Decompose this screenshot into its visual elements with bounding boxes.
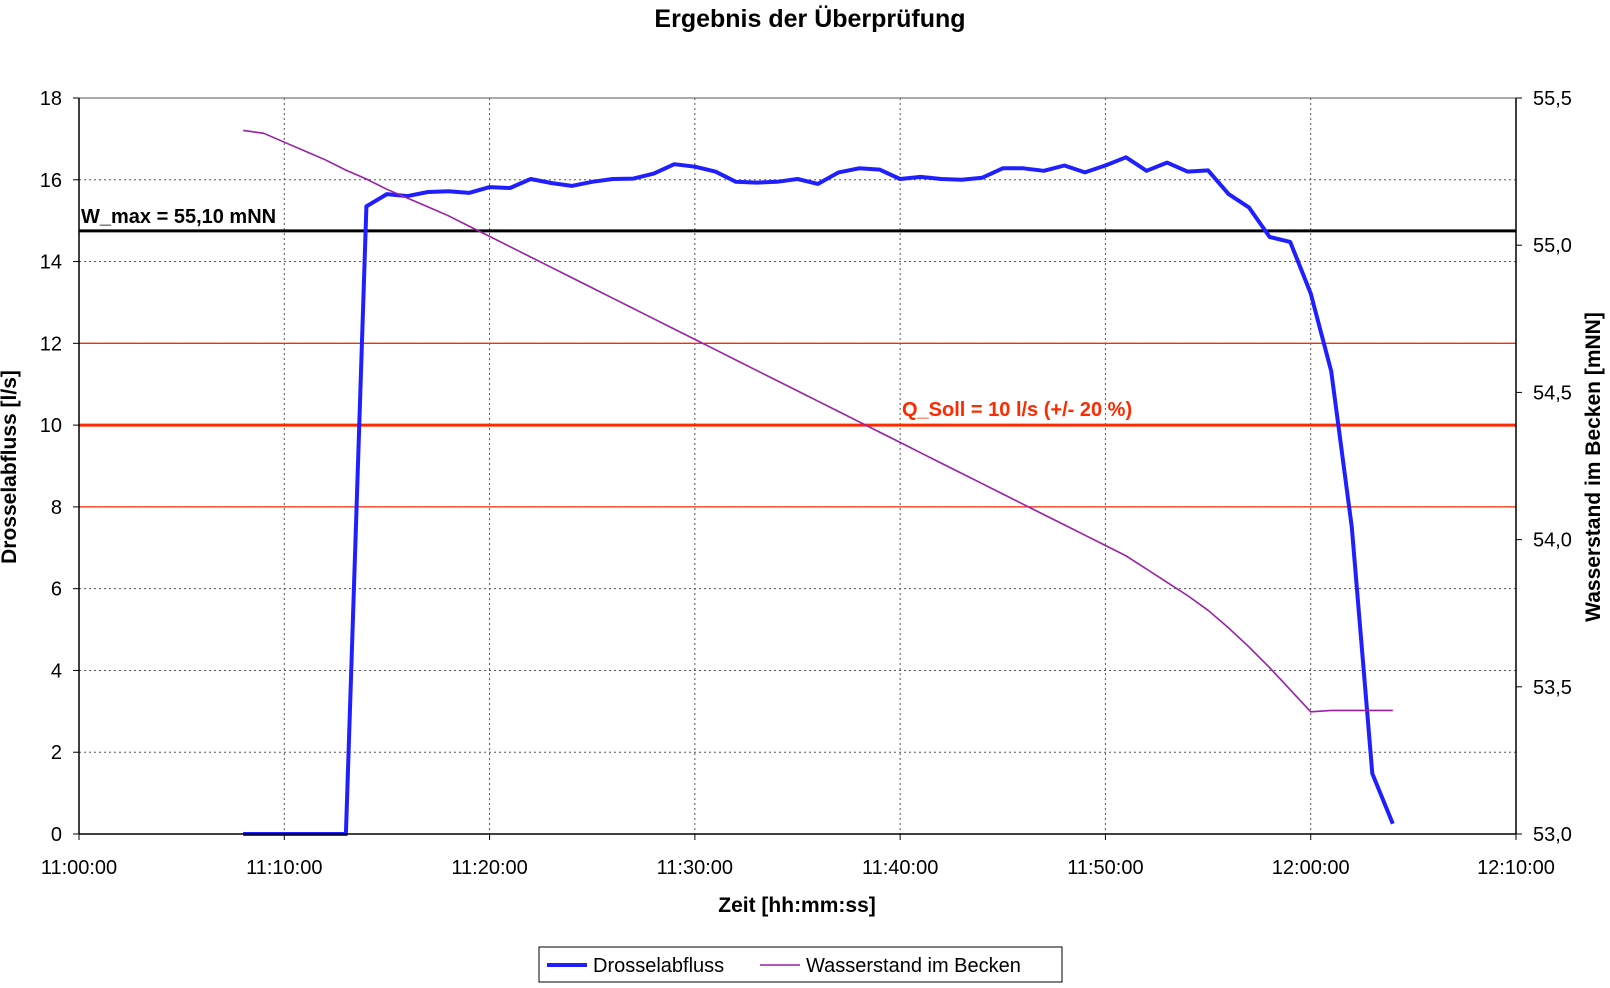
y-right-tick-label: 53,0 bbox=[1533, 824, 1572, 846]
annotation-w-max: W_max = 55,10 mNN bbox=[81, 206, 276, 228]
x-tick-label: 11:30:00 bbox=[657, 857, 733, 879]
annotation-q-soll: Q_Soll = 10 l/s (+/- 20 %) bbox=[902, 399, 1132, 421]
tick-labels: 11:00:00 11:10:00 11:20:00 11:30:00 11:40:00… bbox=[40, 88, 1572, 879]
y-right-tick-label: 54,5 bbox=[1533, 382, 1572, 404]
y-left-tick-label: 6 bbox=[51, 579, 62, 601]
y-right-tick-label: 53,5 bbox=[1533, 677, 1572, 699]
legend-box bbox=[538, 946, 1063, 983]
y-axis-right-title: Wasserstand im Becken [mNN] bbox=[1582, 312, 1605, 622]
x-tick-label: 11:50:00 bbox=[1067, 857, 1143, 879]
y-left-tick-label: 0 bbox=[51, 824, 62, 846]
y-left-tick-label: 10 bbox=[40, 415, 62, 437]
x-tick-label: 11:00:00 bbox=[41, 857, 117, 879]
x-tick-label: 11:20:00 bbox=[451, 857, 527, 879]
x-axis-title: Zeit [hh:mm:ss] bbox=[718, 894, 876, 917]
y-right-tick-label: 55,0 bbox=[1533, 235, 1572, 257]
y-left-tick-label: 14 bbox=[40, 252, 62, 274]
x-tick-label: 12:00:00 bbox=[1272, 857, 1350, 879]
x-tick-label: 12:10:00 bbox=[1477, 857, 1555, 879]
axes bbox=[73, 97, 1522, 840]
y-left-tick-label: 8 bbox=[51, 497, 62, 519]
legend-label-drosselabfluss: Drosselabfluss bbox=[593, 955, 724, 977]
series-lines bbox=[243, 129, 1395, 836]
series-line-wasserstand bbox=[243, 129, 1393, 713]
legend: Drosselabfluss Wasserstand im Becken bbox=[538, 946, 1063, 983]
reference-lines: W_max = 55,10 mNN Q_Soll = 10 l/s (+/- 20… bbox=[79, 206, 1516, 508]
x-tick-label: 11:40:00 bbox=[862, 857, 938, 879]
x-tick-label: 11:10:00 bbox=[246, 857, 322, 879]
y-axis-left-title: Drosselabfluss [l/s] bbox=[0, 370, 21, 564]
y-left-tick-label: 2 bbox=[51, 742, 62, 764]
chart-title: Ergebnis der Überprüfung bbox=[654, 4, 965, 33]
y-left-tick-label: 16 bbox=[40, 170, 62, 192]
y-right-tick-label: 55,5 bbox=[1533, 88, 1572, 110]
y-left-tick-label: 18 bbox=[40, 88, 62, 110]
y-left-tick-label: 12 bbox=[40, 333, 62, 355]
y-right-tick-label: 54,0 bbox=[1533, 530, 1572, 552]
y-left-tick-label: 4 bbox=[51, 660, 62, 682]
series-line-drosselabfluss bbox=[243, 155, 1395, 836]
plot-area bbox=[79, 98, 1516, 834]
legend-label-wasserstand: Wasserstand im Becken bbox=[806, 955, 1021, 977]
